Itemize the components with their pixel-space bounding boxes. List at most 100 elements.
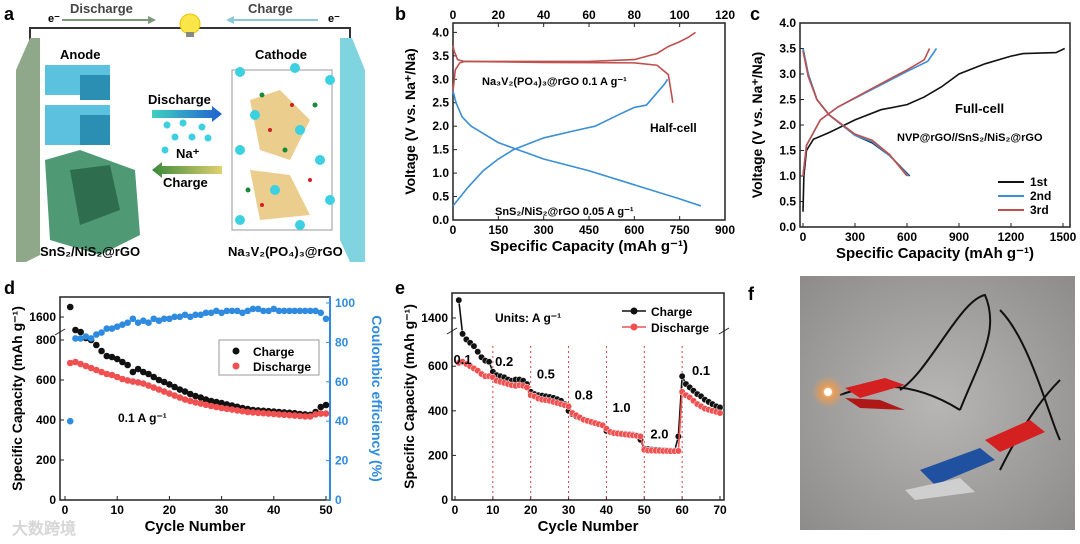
data-point-coulombic-efficiency xyxy=(322,315,330,323)
y-tick-label: 1.5 xyxy=(432,143,449,157)
x-tick-label: 70 xyxy=(713,503,727,517)
data-point-charge xyxy=(77,328,84,336)
data-point-charge xyxy=(455,296,463,304)
y-tick-label: 400 xyxy=(36,413,56,427)
y-tick-label: 0 xyxy=(441,493,448,507)
data-point-discharge xyxy=(113,373,121,381)
x-axis-label: Cycle Number xyxy=(538,518,639,535)
cathode-material-label: Na₃V₂(PO₄)₃@rGO xyxy=(228,244,343,259)
data-point-coulombic-efficiency xyxy=(119,321,126,328)
data-point-coulombic-efficiency xyxy=(129,315,137,323)
red-clip-2 xyxy=(845,398,905,410)
data-point-discharge xyxy=(275,411,283,418)
y-tick-label: 2.0 xyxy=(432,119,449,133)
data-point-discharge xyxy=(307,413,314,420)
data-point-charge xyxy=(474,348,482,356)
y-tick-label: 600 xyxy=(36,373,56,387)
metal-clip xyxy=(905,478,975,500)
data-point-coulombic-efficiency xyxy=(72,335,79,342)
top-charge-label: Charge xyxy=(248,1,293,16)
data-point-coulombic-efficiency xyxy=(239,309,246,317)
panel-label-f: f xyxy=(748,284,755,304)
data-point-discharge xyxy=(103,370,111,378)
data-point-coulombic-efficiency xyxy=(171,313,178,321)
data-point-coulombic-efficiency xyxy=(223,307,231,315)
data-point-discharge xyxy=(565,402,573,410)
data-point-discharge xyxy=(176,394,184,401)
x-tick-label: 20 xyxy=(492,8,506,22)
annotation-rate: 0.1 A g⁻¹ xyxy=(118,411,167,425)
data-point-discharge xyxy=(134,379,142,386)
legend-label: 2nd xyxy=(1030,189,1051,203)
y-tick-label: 1.0 xyxy=(779,169,796,183)
y-tick-label: 3.5 xyxy=(779,42,796,56)
y-tick-label: 800 xyxy=(36,333,56,347)
data-point-coulombic-efficiency xyxy=(312,307,319,315)
data-point-discharge xyxy=(119,375,126,383)
lightbulb-base xyxy=(186,32,194,37)
y-tick-label: 2.5 xyxy=(432,96,449,110)
annotation-nvp: Na₃V₂(PO₄)₃@rGO 0.1 A g⁻¹ xyxy=(482,76,627,88)
electron-left: e⁻ xyxy=(48,13,60,25)
x-tick-label: 0 xyxy=(450,8,457,22)
data-point-charge xyxy=(207,397,215,405)
y-tick-label: 1400 xyxy=(421,311,448,325)
x-tick-label: 60 xyxy=(582,8,596,22)
data-point-coulombic-efficiency xyxy=(124,319,131,327)
data-point-charge xyxy=(678,372,686,380)
y-tick-label: 2.0 xyxy=(779,118,796,132)
rate-label: 0.5 xyxy=(537,366,555,381)
legend-label: Charge xyxy=(253,345,295,359)
data-point-coulombic-efficiency xyxy=(301,307,309,315)
data-point-coulombic-efficiency xyxy=(291,307,298,315)
data-point-charge xyxy=(66,303,74,311)
mid-discharge-label: Discharge xyxy=(148,92,211,107)
data-point-discharge xyxy=(155,386,163,393)
data-point-coulombic-efficiency xyxy=(275,307,283,315)
panel-f-photo: f xyxy=(748,276,1075,530)
panel-a-schematic: a e⁻ Discharge Charge e⁻ Anode Cathode xyxy=(4,1,365,262)
lightbulb-icon xyxy=(179,13,201,35)
anode-current-collector xyxy=(16,38,40,262)
y-tick-label: 0 xyxy=(49,493,56,507)
data-point-coulombic-efficiency xyxy=(228,307,236,315)
y-axis-label: Specific Capacity (mAh g⁻¹) xyxy=(401,304,417,489)
data-point-coulombic-efficiency xyxy=(260,307,267,315)
y-axis-label: Voltage (V vs. Na⁺/Na) xyxy=(402,48,418,194)
x-tick-label: 0 xyxy=(450,223,457,237)
data-point-coulombic-efficiency xyxy=(108,325,116,332)
series-line-1st xyxy=(802,47,1066,212)
y-tick-label: 3.0 xyxy=(432,72,449,86)
data-point-coulombic-efficiency xyxy=(286,307,293,315)
x-axis-label: Specific Capacity (mAh g⁻¹) xyxy=(836,245,1034,262)
data-point-charge xyxy=(72,326,79,334)
data-point-charge xyxy=(202,396,210,403)
data-point-coulombic-efficiency xyxy=(192,311,199,319)
data-point-discharge xyxy=(239,407,246,415)
x-tick-label: 100 xyxy=(670,8,690,22)
panel-label-b: b xyxy=(395,4,406,24)
annotation-sns2: SnS₂/NiS₂@rGO 0.05 A g⁻¹ xyxy=(495,206,634,218)
data-point-charge xyxy=(459,330,467,338)
data-point-discharge xyxy=(312,411,319,418)
data-point-coulombic-efficiency xyxy=(307,307,314,315)
y-tick-label: 1.0 xyxy=(432,166,449,180)
data-point-coulombic-efficiency xyxy=(280,307,288,315)
data-point-discharge xyxy=(213,403,220,411)
data-point-discharge xyxy=(140,380,147,387)
rate-label: 2.0 xyxy=(650,427,668,442)
data-point-charge xyxy=(108,353,116,361)
y2-tick-label: 20 xyxy=(335,454,349,468)
data-point-coulombic-efficiency xyxy=(181,311,189,319)
annotation-units: Units: A g⁻¹ xyxy=(495,311,561,325)
rate-label: 0.2 xyxy=(495,354,513,369)
data-point-discharge xyxy=(181,396,189,403)
series-line-3rd xyxy=(802,50,908,177)
annotation-half-cell: Half-cell xyxy=(650,121,697,135)
data-point-discharge xyxy=(124,377,131,384)
y2-tick-label: 80 xyxy=(335,335,349,349)
data-point-coulombic-efficiency xyxy=(202,309,210,317)
data-point-coulombic-efficiency xyxy=(270,305,278,313)
data-point-charge xyxy=(176,386,184,393)
y-tick-label: 0.5 xyxy=(779,195,796,209)
